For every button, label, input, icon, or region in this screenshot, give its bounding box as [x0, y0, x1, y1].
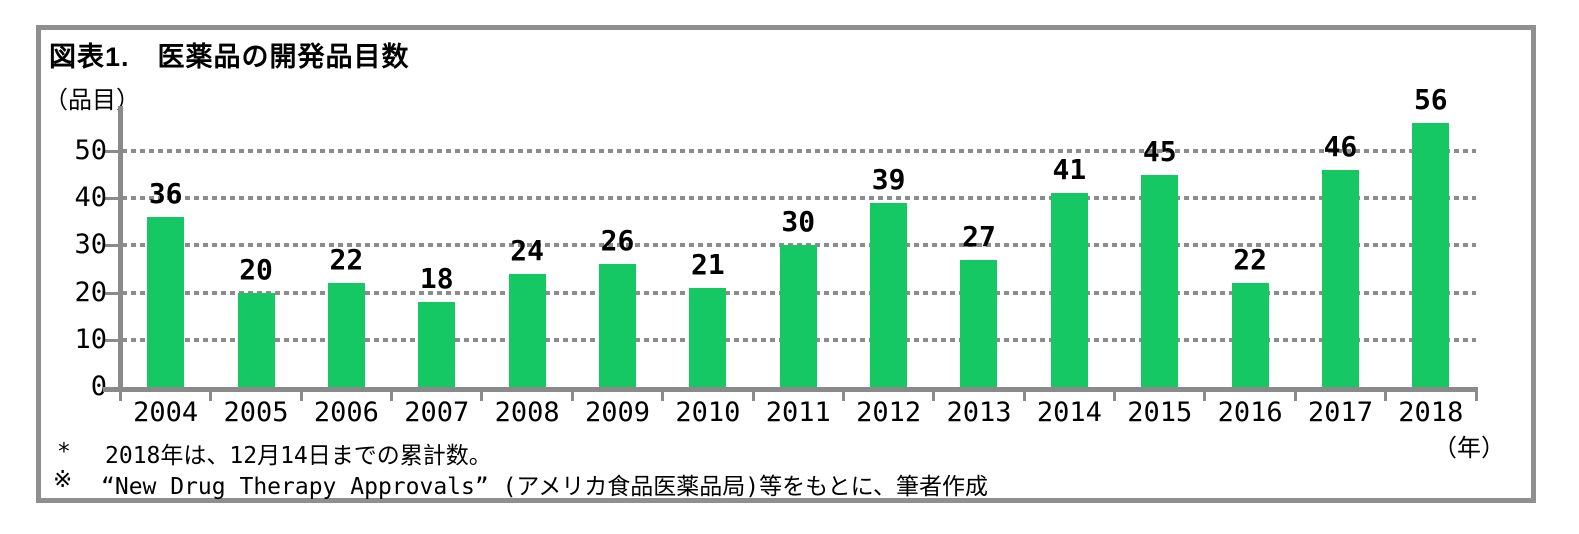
bar-value-label-2014: 41 — [1052, 153, 1087, 187]
bar-2012 — [870, 202, 908, 387]
bar-2015 — [1141, 174, 1179, 387]
x-tick-label-2017: 2017 — [1307, 397, 1373, 428]
bar-value-label-2016: 22 — [1233, 243, 1267, 277]
x-tick-mark-14 — [1384, 392, 1388, 401]
bar-2008 — [508, 273, 546, 387]
y-tick-label-30: 30 — [74, 229, 107, 261]
bar-value-label-2006: 22 — [329, 243, 364, 277]
x-tick-label-2014: 2014 — [1036, 397, 1102, 428]
bar-2005 — [237, 292, 275, 387]
bar-value-label-2007: 18 — [419, 262, 454, 296]
bar-2014 — [1050, 193, 1088, 387]
footnote-2-text: “New Drug Therapy Approvals” (アメリカ食品医薬品局… — [101, 474, 988, 500]
bar-2006 — [327, 283, 365, 387]
bar-2004 — [147, 217, 185, 387]
y-axis-unit-label: （品目） — [44, 87, 140, 114]
bar-2010 — [689, 287, 727, 387]
bar-value-label-2010: 21 — [691, 247, 725, 281]
bar-value-label-2009: 26 — [600, 224, 635, 258]
gridline-40 — [122, 196, 1476, 201]
x-tick-mark-11 — [1113, 392, 1117, 401]
x-tick-mark-10 — [1022, 392, 1026, 401]
x-tick-label-2004: 2004 — [133, 397, 199, 428]
bar-2011 — [779, 245, 817, 387]
bar-value-label-2004: 36 — [148, 177, 183, 211]
bar-2007 — [418, 302, 456, 387]
x-tick-mark-0 — [119, 392, 122, 401]
x-tick-label-2013: 2013 — [946, 397, 1012, 428]
footnote-2-text-wrap: “New Drug Therapy Approvals” (アメリカ食品医薬品局… — [101, 467, 988, 501]
y-tick-mark-40 — [105, 197, 118, 201]
x-tick-mark-13 — [1293, 392, 1297, 401]
plot-area: 0 10 20 30 40 50 36 2004 20 2005 22 2006 18 2007 24 200… — [41, 30, 1531, 498]
x-tick-label-2009: 2009 — [585, 397, 651, 428]
figure-title: 図表1. 医薬品の開発品目数 — [49, 42, 410, 72]
bar-value-label-2011: 30 — [781, 205, 816, 239]
x-tick-mark-8 — [841, 392, 845, 401]
bar-value-label-2015: 45 — [1142, 134, 1177, 168]
bar-2017 — [1321, 169, 1359, 387]
x-axis-unit-label: （年） — [1433, 434, 1505, 462]
x-tick-mark-12 — [1203, 392, 1207, 401]
x-tick-label-2011: 2011 — [765, 397, 831, 428]
x-tick-mark-2 — [299, 392, 303, 401]
x-tick-label-2010: 2010 — [675, 397, 741, 428]
y-tick-mark-10 — [105, 338, 118, 342]
x-tick-label-2012: 2012 — [856, 397, 922, 428]
x-tick-mark-15 — [1474, 392, 1478, 401]
bar-value-label-2017: 46 — [1323, 129, 1358, 163]
footnote-1: * — [57, 436, 71, 465]
x-tick-label-2005: 2005 — [223, 397, 289, 428]
x-tick-label-2008: 2008 — [494, 397, 560, 428]
y-tick-label-20: 20 — [74, 276, 107, 308]
y-tick-label-40: 40 — [74, 182, 107, 214]
x-tick-mark-4 — [480, 392, 484, 401]
y-tick-mark-20 — [105, 291, 118, 295]
bar-2009 — [599, 264, 637, 387]
x-tick-mark-9 — [932, 392, 936, 401]
footnote-1-marker: * — [57, 439, 71, 465]
bar-value-label-2018: 56 — [1413, 82, 1448, 116]
footnote-1-text-wrap: 2018年は、12月14日までの累計数。 — [105, 436, 492, 470]
gridline-50 — [122, 149, 1476, 153]
y-tick-label-50: 50 — [74, 135, 107, 166]
x-tick-mark-3 — [390, 392, 394, 401]
x-axis-line — [103, 387, 1478, 392]
x-tick-mark-7 — [751, 392, 755, 401]
y-axis-line — [118, 106, 123, 392]
x-tick-label-2018: 2018 — [1398, 397, 1464, 428]
figure-frame: 図表1. 医薬品の開発品目数 （品目） 0 10 20 30 40 50 36 2004 20 2… — [36, 25, 1536, 503]
y-tick-label-0: 0 — [90, 371, 107, 402]
bar-2018 — [1412, 122, 1450, 387]
bar-value-label-2012: 39 — [871, 162, 906, 196]
bar-value-label-2005: 20 — [239, 252, 273, 286]
x-tick-mark-1 — [209, 392, 213, 401]
footnote-1-text: 2018年は、12月14日までの累計数。 — [105, 443, 492, 469]
bar-value-label-2013: 27 — [962, 219, 996, 253]
x-tick-label-2016: 2016 — [1217, 397, 1283, 428]
x-tick-mark-6 — [661, 392, 665, 401]
y-tick-mark-30 — [105, 244, 118, 248]
y-tick-mark-50 — [105, 150, 118, 153]
bar-2013 — [960, 259, 998, 387]
bar-value-label-2008: 24 — [510, 233, 544, 267]
bar-2016 — [1231, 283, 1269, 387]
x-tick-label-2007: 2007 — [404, 397, 470, 428]
x-tick-mark-5 — [570, 392, 574, 401]
footnote-2: ※ — [53, 467, 72, 493]
x-tick-label-2015: 2015 — [1127, 397, 1193, 428]
footnote-2-marker: ※ — [53, 467, 73, 493]
x-tick-label-2006: 2006 — [313, 397, 379, 428]
y-tick-label-10: 10 — [74, 323, 107, 355]
